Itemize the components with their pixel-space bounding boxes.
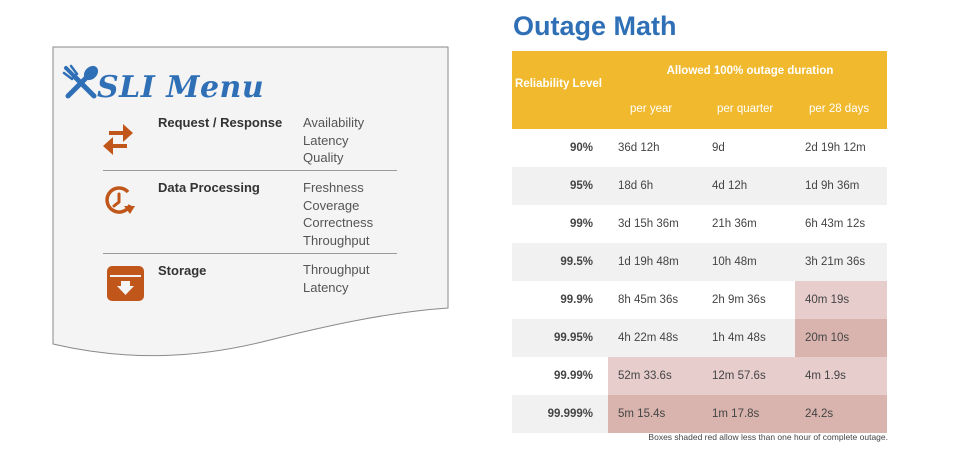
per-year-cell: 36d 12h <box>618 142 660 154</box>
table-row: 99.9% 8h 45m 36s 2h 9m 36s 40m 19s <box>512 281 887 319</box>
reliability-level-cell: 95% <box>569 180 593 192</box>
category-request-response: Request / Response <box>158 115 283 130</box>
metric-list-data-processing: Freshness Coverage Correctness Throughpu… <box>303 179 373 249</box>
header-reliability-level: Reliability Level <box>515 78 602 90</box>
per-year-cell: 4h 22m 48s <box>618 332 679 344</box>
per-quarter-cell: 9d <box>712 142 725 154</box>
per-quarter-cell: 2h 9m 36s <box>712 294 766 306</box>
per-28-days-cell: 20m 10s <box>795 319 887 357</box>
per-year-cell: 5m 15.4s <box>608 395 702 433</box>
per-year-cell: 52m 33.6s <box>608 357 702 395</box>
per-quarter-cell: 21h 36m <box>712 218 757 230</box>
metric-list-request-response: Availability Latency Quality <box>303 114 364 167</box>
sli-menu-card <box>52 46 449 357</box>
metric-item: Quality <box>303 150 344 165</box>
per-quarter-cell: 1h 4m 48s <box>712 332 766 344</box>
header-per-28-days: per 28 days <box>809 103 870 115</box>
outage-table-header: Reliability Level Allowed 100% outage du… <box>512 51 887 129</box>
crossed-fork-spoon-icon <box>62 64 99 99</box>
menu-divider <box>103 253 397 254</box>
menu-title: SLI Menu <box>97 70 265 105</box>
category-storage: Storage <box>158 263 207 278</box>
table-row: 99% 3d 15h 36m 21h 36m 6h 43m 12s <box>512 205 887 243</box>
per-28-days-cell: 2d 19h 12m <box>805 142 866 154</box>
header-per-year: per year <box>630 103 673 115</box>
per-year-cell: 3d 15h 36m <box>618 218 679 230</box>
table-row: 99.5% 1d 19h 48m 10h 48m 3h 21m 36s <box>512 243 887 281</box>
metric-item: Throughput <box>303 262 370 277</box>
per-28-days-cell: 4m 1.9s <box>795 357 887 395</box>
per-year-cell: 8h 45m 36s <box>618 294 679 306</box>
bidirectional-arrows-icon <box>103 124 133 155</box>
table-row: 90% 36d 12h 9d 2d 19h 12m <box>512 129 887 167</box>
reliability-level-cell: 90% <box>569 142 593 154</box>
reliability-level-cell: 99.999% <box>547 408 593 420</box>
per-28-days-cell: 24.2s <box>795 395 887 433</box>
reliability-level-cell: 99.99% <box>553 370 593 382</box>
table-row: 99.95% 4h 22m 48s 1h 4m 48s 20m 10s <box>512 319 887 357</box>
per-year-cell: 1d 19h 48m <box>618 256 679 268</box>
metric-list-storage: Throughput Latency <box>303 261 370 296</box>
table-row: 99.99% 52m 33.6s 12m 57.6s 4m 1.9s <box>512 357 887 395</box>
metric-item: Coverage <box>303 197 360 213</box>
reliability-level-cell: 99.95% <box>553 332 593 344</box>
per-quarter-cell: 4d 12h <box>712 180 748 192</box>
metric-item: Latency <box>303 132 349 148</box>
metric-item: Correctness <box>303 215 374 230</box>
header-allowed-duration: Allowed 100% outage duration <box>666 65 834 77</box>
table-row: 95% 18d 6h 4d 12h 1d 9h 36m <box>512 167 887 205</box>
per-quarter-cell: 12m 57.6s <box>702 357 795 395</box>
shading-footnote: Boxes shaded red allow less than one hou… <box>648 432 888 442</box>
reliability-level-cell: 99% <box>569 218 593 230</box>
reliability-level-cell: 99.5% <box>560 256 593 268</box>
per-quarter-cell: 1m 17.8s <box>702 395 795 433</box>
per-28-days-cell: 3h 21m 36s <box>805 256 866 268</box>
category-data-processing: Data Processing <box>158 180 260 195</box>
outage-math-title: Outage Math <box>513 11 677 41</box>
per-28-days-cell: 1d 9h 36m <box>805 180 860 192</box>
metric-item: Throughput <box>303 232 370 248</box>
header-per-quarter: per quarter <box>717 103 774 115</box>
menu-divider <box>103 170 397 171</box>
reliability-level-cell: 99.9% <box>560 294 593 306</box>
archive-box-icon <box>107 266 144 301</box>
table-row: 99.999% 5m 15.4s 1m 17.8s 24.2s <box>512 395 887 433</box>
per-year-cell: 18d 6h <box>618 180 654 192</box>
metric-item: Latency <box>303 279 349 295</box>
per-quarter-cell: 10h 48m <box>712 256 757 268</box>
per-28-days-cell: 40m 19s <box>795 281 887 319</box>
metric-item: Freshness <box>303 180 364 195</box>
clock-refresh-icon <box>105 186 135 214</box>
metric-item: Availability <box>303 115 365 130</box>
per-28-days-cell: 6h 43m 12s <box>805 218 866 230</box>
